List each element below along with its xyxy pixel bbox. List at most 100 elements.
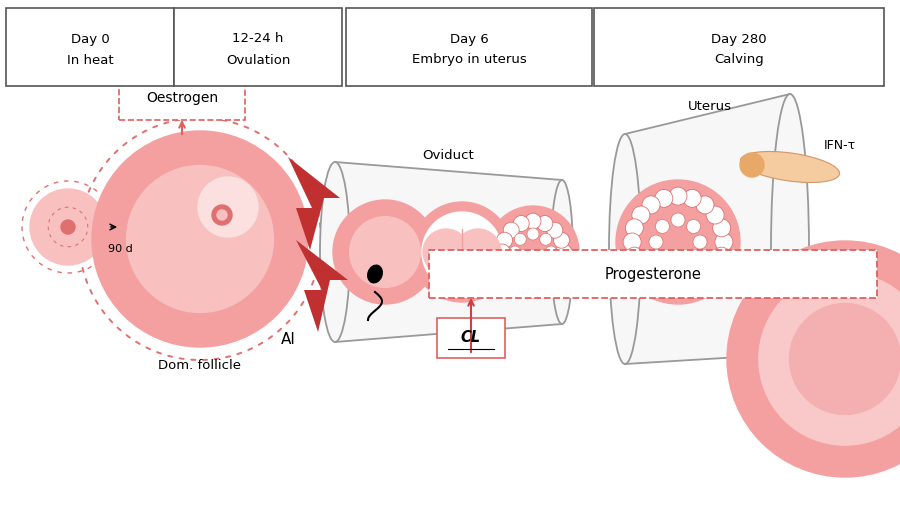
Circle shape — [655, 250, 670, 265]
Circle shape — [349, 216, 420, 287]
Circle shape — [412, 202, 512, 302]
FancyBboxPatch shape — [174, 8, 342, 86]
Circle shape — [696, 270, 714, 288]
Circle shape — [527, 228, 539, 240]
Text: Embryo in uterus: Embryo in uterus — [411, 54, 526, 66]
Circle shape — [687, 250, 700, 265]
Polygon shape — [296, 240, 348, 332]
Circle shape — [513, 215, 529, 232]
Circle shape — [513, 272, 529, 288]
Ellipse shape — [320, 162, 350, 342]
Circle shape — [616, 180, 740, 304]
Circle shape — [198, 177, 258, 237]
Circle shape — [623, 233, 641, 251]
Circle shape — [687, 220, 700, 233]
Ellipse shape — [741, 152, 840, 183]
Text: Day 0: Day 0 — [70, 32, 110, 46]
Text: Oestrogen: Oestrogen — [146, 91, 218, 105]
Polygon shape — [335, 162, 562, 342]
Circle shape — [655, 220, 670, 233]
Circle shape — [422, 212, 502, 292]
FancyBboxPatch shape — [437, 318, 505, 358]
Circle shape — [626, 219, 644, 237]
FancyBboxPatch shape — [594, 8, 884, 86]
Circle shape — [212, 205, 232, 225]
Text: Oviduct: Oviduct — [422, 149, 474, 162]
Circle shape — [423, 229, 469, 275]
Circle shape — [509, 246, 521, 258]
Circle shape — [503, 266, 519, 282]
Circle shape — [540, 233, 552, 245]
Circle shape — [487, 206, 579, 298]
Circle shape — [497, 256, 512, 272]
Circle shape — [706, 260, 724, 278]
Circle shape — [217, 210, 227, 220]
Text: Progesterone: Progesterone — [605, 267, 701, 281]
Text: IFN-τ: IFN-τ — [824, 139, 856, 152]
Ellipse shape — [368, 265, 382, 283]
Text: 12-24 h: 12-24 h — [232, 32, 284, 46]
Ellipse shape — [551, 180, 573, 324]
Circle shape — [642, 270, 660, 288]
Circle shape — [632, 206, 650, 224]
Circle shape — [494, 244, 510, 260]
FancyBboxPatch shape — [346, 8, 592, 86]
Circle shape — [455, 229, 501, 275]
Text: Uterus: Uterus — [688, 100, 732, 113]
Circle shape — [514, 259, 526, 271]
Circle shape — [497, 232, 512, 248]
Circle shape — [527, 264, 539, 276]
Circle shape — [713, 247, 731, 265]
Text: Dom. follicle: Dom. follicle — [158, 359, 241, 372]
Circle shape — [696, 196, 714, 214]
Circle shape — [655, 277, 673, 295]
Circle shape — [540, 259, 552, 271]
Circle shape — [727, 241, 900, 477]
Circle shape — [632, 260, 650, 278]
Circle shape — [706, 206, 724, 224]
FancyBboxPatch shape — [119, 76, 245, 120]
Circle shape — [30, 189, 106, 265]
Text: In heat: In heat — [67, 54, 113, 66]
Circle shape — [642, 196, 660, 214]
Circle shape — [671, 257, 685, 271]
Circle shape — [683, 277, 701, 295]
Circle shape — [715, 233, 733, 251]
FancyBboxPatch shape — [429, 250, 877, 298]
Circle shape — [333, 200, 437, 304]
Circle shape — [525, 213, 541, 229]
Circle shape — [525, 275, 541, 291]
Circle shape — [547, 266, 562, 282]
Circle shape — [683, 190, 701, 207]
Circle shape — [671, 213, 685, 227]
Text: CL: CL — [461, 331, 482, 345]
Circle shape — [547, 222, 562, 238]
Circle shape — [759, 273, 900, 445]
Circle shape — [655, 190, 673, 207]
Circle shape — [740, 153, 764, 177]
Text: Day 280: Day 280 — [711, 32, 767, 46]
Circle shape — [669, 187, 687, 205]
Circle shape — [92, 131, 308, 347]
Circle shape — [545, 246, 557, 258]
Text: AI: AI — [281, 332, 296, 347]
Circle shape — [626, 247, 644, 265]
Ellipse shape — [771, 94, 809, 404]
Circle shape — [554, 256, 570, 272]
Text: 90 d: 90 d — [108, 244, 133, 254]
Circle shape — [669, 279, 687, 297]
Circle shape — [556, 244, 572, 260]
Circle shape — [536, 272, 553, 288]
Circle shape — [514, 233, 526, 245]
Circle shape — [503, 222, 519, 238]
Circle shape — [61, 220, 75, 234]
Text: Ovulation: Ovulation — [226, 54, 290, 66]
Circle shape — [536, 215, 553, 232]
Polygon shape — [625, 94, 790, 364]
Circle shape — [127, 166, 274, 312]
Polygon shape — [288, 157, 340, 250]
Text: Calving: Calving — [714, 54, 764, 66]
Circle shape — [554, 232, 570, 248]
Circle shape — [713, 219, 731, 237]
FancyBboxPatch shape — [6, 8, 174, 86]
